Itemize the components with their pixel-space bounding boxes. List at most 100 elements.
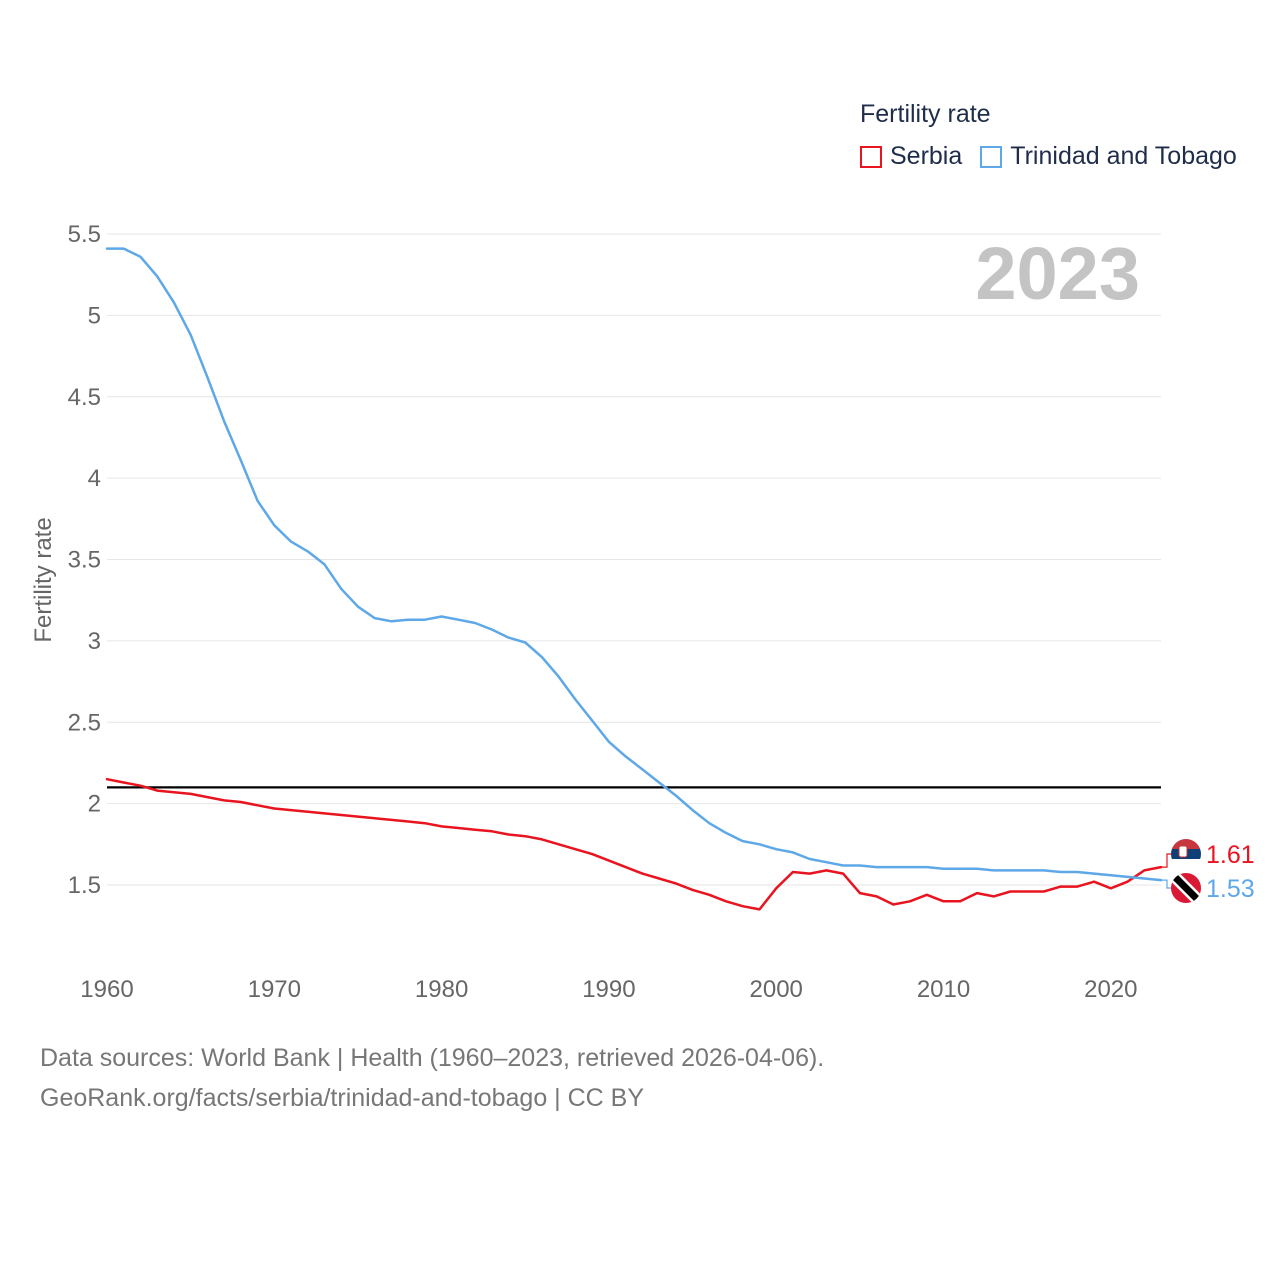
data-point-serbia bbox=[574, 848, 576, 850]
x-tick-label: 1980 bbox=[415, 976, 468, 1003]
data-point-trinidad-and-tobago bbox=[508, 637, 510, 639]
data-point-trinidad-and-tobago bbox=[340, 588, 342, 590]
legend-item-trinidad-and-tobago[interactable]: Trinidad and Tobago bbox=[980, 142, 1237, 171]
data-point-serbia bbox=[173, 791, 175, 793]
data-point-serbia bbox=[959, 900, 961, 902]
data-point-serbia bbox=[775, 887, 777, 889]
legend-swatch-trinidad-and-tobago bbox=[980, 146, 1002, 168]
data-point-trinidad-and-tobago bbox=[1127, 876, 1129, 878]
x-tick-label: 1960 bbox=[80, 976, 133, 1003]
series-lines bbox=[106, 248, 1162, 911]
data-point-serbia bbox=[625, 866, 627, 868]
data-point-serbia bbox=[206, 796, 208, 798]
data-point-trinidad-and-tobago bbox=[323, 563, 325, 565]
data-point-serbia bbox=[290, 809, 292, 811]
data-point-trinidad-and-tobago bbox=[541, 656, 543, 658]
y-tick-label: 2.5 bbox=[68, 709, 101, 736]
data-point-serbia bbox=[508, 834, 510, 836]
data-point-trinidad-and-tobago bbox=[976, 868, 978, 870]
data-point-trinidad-and-tobago bbox=[106, 248, 108, 250]
data-point-trinidad-and-tobago bbox=[1043, 869, 1045, 871]
data-point-serbia bbox=[491, 830, 493, 832]
y-tick-label: 5 bbox=[88, 302, 101, 329]
y-axis-label: Fertility rate bbox=[30, 517, 57, 642]
legend-item-serbia[interactable]: Serbia bbox=[860, 142, 962, 171]
data-point-serbia bbox=[223, 799, 225, 801]
y-axis-ticks: 1.522.533.544.555.5 bbox=[68, 221, 101, 899]
data-point-serbia bbox=[257, 804, 259, 806]
legend-swatch-serbia bbox=[860, 146, 882, 168]
data-point-serbia bbox=[692, 889, 694, 891]
data-point-trinidad-and-tobago bbox=[1110, 874, 1112, 876]
x-tick-label: 1970 bbox=[248, 976, 301, 1003]
data-point-trinidad-and-tobago bbox=[641, 768, 643, 770]
data-point-trinidad-and-tobago bbox=[876, 866, 878, 868]
data-point-serbia bbox=[993, 895, 995, 897]
data-point-trinidad-and-tobago bbox=[909, 866, 911, 868]
end-connector-trinidad-and-tobago bbox=[1161, 880, 1171, 888]
data-point-serbia bbox=[1110, 887, 1112, 889]
data-point-serbia bbox=[742, 905, 744, 907]
data-point-serbia bbox=[725, 900, 727, 902]
data-point-serbia bbox=[943, 900, 945, 902]
data-point-trinidad-and-tobago bbox=[608, 741, 610, 743]
data-point-serbia bbox=[340, 814, 342, 816]
data-point-serbia bbox=[474, 829, 476, 831]
x-axis-ticks: 1960 1970 1980 1990 2000 2010 2020 bbox=[80, 976, 1137, 1003]
x-tick-label: 2020 bbox=[1084, 976, 1137, 1003]
data-point-trinidad-and-tobago bbox=[825, 861, 827, 863]
data-point-trinidad-and-tobago bbox=[1060, 871, 1062, 873]
data-point-trinidad-and-tobago bbox=[775, 848, 777, 850]
data-point-serbia bbox=[390, 819, 392, 821]
data-point-serbia bbox=[1143, 869, 1145, 871]
data-point-serbia bbox=[139, 785, 141, 787]
data-point-serbia bbox=[558, 843, 560, 845]
footer-source: Data sources: World Bank | Health (1960–… bbox=[40, 1044, 824, 1073]
data-point-trinidad-and-tobago bbox=[257, 500, 259, 502]
y-tick-label: 1.5 bbox=[68, 872, 101, 899]
data-point-trinidad-and-tobago bbox=[156, 275, 158, 277]
data-point-serbia bbox=[357, 816, 359, 818]
footer-link[interactable]: GeoRank.org/facts/serbia/trinidad-and-to… bbox=[40, 1084, 644, 1113]
end-connector-serbia bbox=[1161, 854, 1171, 867]
data-point-trinidad-and-tobago bbox=[574, 698, 576, 700]
y-tick-label: 4.5 bbox=[68, 384, 101, 411]
data-point-trinidad-and-tobago bbox=[139, 256, 141, 258]
data-point-trinidad-and-tobago bbox=[474, 622, 476, 624]
data-point-trinidad-and-tobago bbox=[424, 619, 426, 621]
data-point-trinidad-and-tobago bbox=[273, 524, 275, 526]
data-point-serbia bbox=[976, 892, 978, 894]
data-point-serbia bbox=[307, 811, 309, 813]
year-watermark: 2023 bbox=[975, 232, 1140, 315]
data-point-serbia bbox=[190, 793, 192, 795]
data-point-serbia bbox=[608, 860, 610, 862]
x-tick-label: 2010 bbox=[917, 976, 970, 1003]
data-point-trinidad-and-tobago bbox=[307, 550, 309, 552]
data-point-trinidad-and-tobago bbox=[1143, 877, 1145, 879]
data-point-trinidad-and-tobago bbox=[1093, 873, 1095, 875]
data-point-serbia bbox=[1009, 891, 1011, 893]
data-point-trinidad-and-tobago bbox=[357, 606, 359, 608]
data-point-trinidad-and-tobago bbox=[491, 628, 493, 630]
legend-label-serbia: Serbia bbox=[890, 142, 962, 171]
data-point-serbia bbox=[1026, 891, 1028, 893]
series-line-serbia[interactable] bbox=[107, 779, 1161, 909]
data-point-serbia bbox=[758, 908, 760, 910]
data-point-trinidad-and-tobago bbox=[792, 851, 794, 853]
data-point-trinidad-and-tobago bbox=[240, 459, 242, 461]
data-point-serbia bbox=[1076, 886, 1078, 888]
y-tick-label: 3 bbox=[88, 628, 101, 655]
serbia-flag-icon bbox=[1171, 839, 1201, 869]
y-tick-label: 4 bbox=[88, 465, 101, 492]
data-point-serbia bbox=[591, 853, 593, 855]
data-point-trinidad-and-tobago bbox=[223, 420, 225, 422]
data-point-serbia bbox=[407, 821, 409, 823]
data-point-trinidad-and-tobago bbox=[290, 541, 292, 543]
data-point-trinidad-and-tobago bbox=[457, 619, 459, 621]
data-point-trinidad-and-tobago bbox=[675, 794, 677, 796]
y-tick-label: 5.5 bbox=[68, 221, 101, 248]
data-point-trinidad-and-tobago bbox=[173, 301, 175, 303]
data-point-serbia bbox=[323, 812, 325, 814]
data-point-serbia bbox=[524, 835, 526, 837]
series-line-trinidad-and-tobago[interactable] bbox=[107, 249, 1161, 881]
